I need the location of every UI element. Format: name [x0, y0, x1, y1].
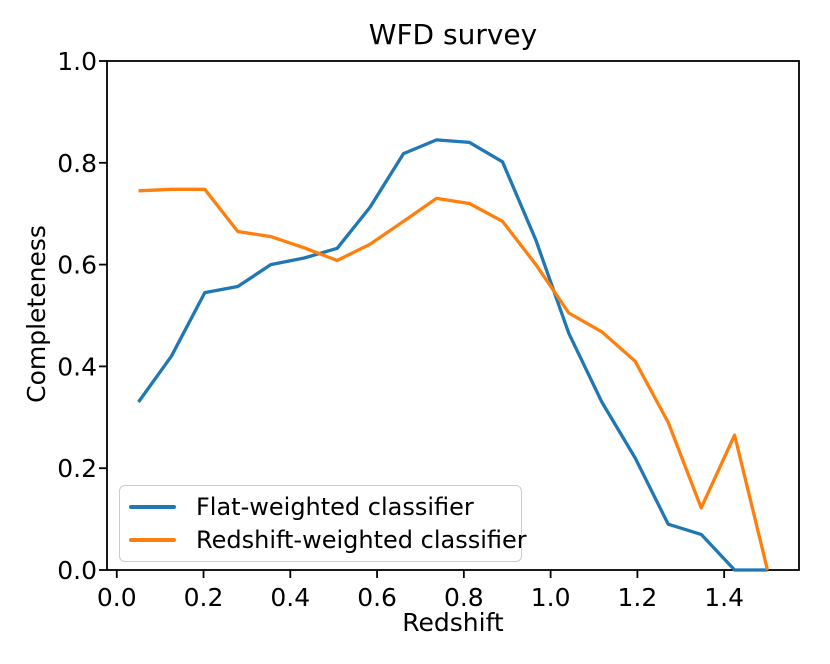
- flat-weighted-line: [137, 138, 768, 572]
- x-axis-label: Redshift: [402, 608, 504, 637]
- legend-label: Flat-weighted classifier: [196, 493, 474, 521]
- data-series: [137, 138, 770, 572]
- x-tick-label: 0.2: [184, 583, 224, 612]
- y-tick-label: 0.8: [57, 149, 97, 178]
- y-axis-label: Completeness: [22, 225, 51, 403]
- x-tick-label: 0.0: [97, 583, 137, 612]
- y-tick-label: 0.2: [57, 454, 97, 483]
- legend-item: Redshift-weighted classifier: [129, 528, 527, 552]
- legend: Flat-weighted classifier Redshift-weight…: [119, 485, 527, 562]
- plot-area: [106, 60, 800, 571]
- legend-label: Redshift-weighted classifier: [196, 526, 527, 554]
- x-tick-label: 1.0: [531, 583, 571, 612]
- legend-line-sample-flat-weighted: [129, 505, 176, 509]
- x-tick-label: 1.4: [704, 583, 744, 612]
- y-tick-label: 0.4: [57, 352, 97, 381]
- x-tick-label: 0.6: [357, 583, 397, 612]
- redshift-weighted-line: [138, 187, 770, 571]
- legend-line-sample-redshift-weighted: [129, 538, 176, 542]
- legend-item: Flat-weighted classifier: [129, 495, 511, 519]
- x-tick-label: 0.4: [270, 583, 310, 612]
- y-tick-label: 1.0: [57, 47, 97, 76]
- x-tick-label: 1.2: [618, 583, 658, 612]
- x-tick-label: 0.8: [444, 583, 484, 612]
- y-tick-label: 0.0: [57, 556, 97, 585]
- y-axis-ticks: 0.0 0.2 0.4 0.6 0.8 1.0: [57, 47, 107, 585]
- y-tick-label: 0.6: [57, 251, 97, 280]
- x-axis-ticks: 0.0 0.2 0.4 0.6 0.8 1.0 1.2 1.4: [97, 570, 744, 612]
- chart-title: WFD survey: [369, 18, 537, 51]
